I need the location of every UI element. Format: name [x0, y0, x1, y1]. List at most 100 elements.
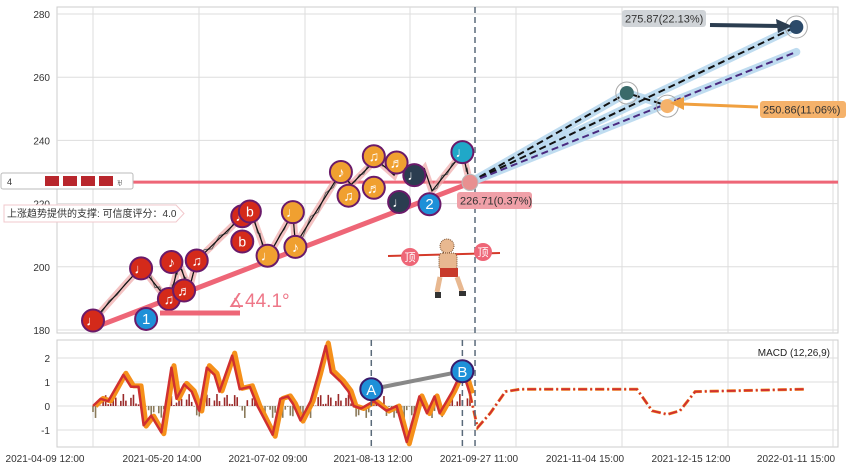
macd-histogram-bar [186, 400, 188, 406]
note-icon: b [238, 234, 246, 250]
pattern-legend: 4 ♅ [1, 173, 133, 189]
pattern-marker: b [239, 201, 261, 223]
macd-histogram-bar [125, 401, 127, 406]
macd-y-tick-label: 0 [44, 402, 50, 413]
macd-histogram-bar [133, 395, 135, 406]
macd-histogram-bar [272, 406, 274, 418]
pattern-marker: ♩ [282, 201, 304, 223]
note-icon: ♬ [177, 283, 191, 299]
macd-histogram-bar [345, 398, 347, 406]
macd-histogram-bar [193, 406, 195, 407]
target-point [660, 99, 674, 113]
pattern-marker: b [231, 231, 253, 253]
note-icon: ♫ [191, 252, 202, 268]
target-label: 226.71(0.37%) [460, 196, 532, 208]
macd-histogram-bar [148, 406, 150, 410]
macd-histogram-bar [269, 406, 271, 410]
x-tick-label: 2022-01-11 15:00 [757, 454, 836, 465]
macd-histogram-bar [457, 401, 459, 406]
pattern-marker: ♩ [130, 257, 152, 279]
macd-histogram-bar [244, 406, 246, 418]
wave-number: 1 [142, 311, 150, 328]
macd-histogram-bar [287, 406, 289, 407]
macd-histogram-bar [459, 394, 461, 406]
macd-histogram-bar [120, 401, 122, 406]
x-tick-label: 2021-04-09 12:00 [6, 454, 85, 465]
pattern-marker: 2 [418, 193, 440, 215]
divergence-label: B [457, 364, 467, 381]
macd-histogram-bar [388, 406, 390, 407]
x-tick-label: 2021-07-02 09:00 [229, 454, 308, 465]
x-axis-labels: 2021-04-09 12:00 2021-05-20 14:00 2021-07-… [6, 454, 836, 465]
note-icon: ♩ [286, 204, 300, 220]
macd-histogram-bar [247, 400, 249, 406]
macd-histogram-bar [290, 406, 292, 416]
pattern-marker: ♩ [82, 310, 104, 332]
x-tick-label: 2021-12-15 12:00 [652, 454, 731, 465]
note-icon: ♩ [86, 313, 100, 329]
target-point [789, 20, 803, 34]
macd-histogram-bar [173, 405, 175, 406]
support-tooltip-text: 上涨趋势提供的支撑: 可信度评分：4.0 [7, 207, 177, 220]
macd-histogram-bar [92, 406, 94, 412]
macd-y-tick-label: -1 [41, 426, 50, 437]
macd-histogram-bar [322, 404, 324, 406]
note-icon: ♫ [343, 188, 354, 204]
pattern-marker: ♫ [186, 249, 208, 271]
macd-histogram-bar [176, 403, 178, 406]
macd-histogram-bar [241, 406, 243, 411]
pattern-marker: ♩ [388, 191, 410, 213]
macd-histogram-bar [216, 394, 218, 406]
note-icon: ♩ [455, 144, 469, 160]
macd-histogram-bar [231, 404, 233, 406]
macd-histogram-bar [219, 401, 221, 406]
note-icon: ♩ [261, 248, 275, 264]
macd-histogram-bar [123, 394, 125, 406]
y-tick-label: 280 [33, 10, 50, 21]
macd-y-tick-label: 2 [44, 354, 50, 365]
macd-histogram-bar [229, 404, 231, 406]
note-icon: ♩ [407, 167, 421, 183]
macd-histogram-bar [130, 398, 132, 406]
macd-histogram-bar [408, 406, 410, 407]
macd-histogram-bar [138, 404, 140, 406]
macd-histogram-bar [411, 406, 413, 415]
macd-title: MACD (12,26,9) [758, 348, 830, 359]
note-icon: ♬ [367, 180, 381, 196]
target-point [620, 86, 634, 100]
x-tick-label: 2021-08-13 12:00 [334, 454, 413, 465]
note-icon: ♪ [168, 254, 175, 270]
y-tick-label: 260 [33, 73, 50, 84]
x-tick-label: 2021-05-20 14:00 [123, 454, 202, 465]
angle-label: ∡44.1° [228, 291, 290, 312]
candle-pattern-icon [99, 176, 113, 186]
target-label: 275.87(22.13%) [625, 14, 703, 26]
pattern-marker: ♩ [257, 245, 279, 267]
macd-histogram-bar [224, 397, 226, 406]
macd-histogram-bar [209, 398, 211, 406]
pattern-marker: ♪ [160, 251, 182, 273]
macd-histogram-bar [327, 395, 329, 406]
macd-histogram-bar [274, 406, 276, 413]
macd-histogram-bar [340, 401, 342, 406]
macd-histogram-bar [188, 394, 190, 406]
pattern-marker: ♫ [363, 145, 385, 167]
svg-text:顶: 顶 [405, 251, 416, 264]
target-label: 250.86(11.06%) [763, 105, 840, 117]
pattern-marker: ♪ [284, 236, 306, 258]
macd-histogram-bar [317, 397, 319, 406]
pattern-marker: ♫ [338, 185, 360, 207]
note-icon: ♪ [292, 239, 299, 255]
y-tick-label: 180 [33, 326, 50, 337]
note-icon: b [246, 204, 254, 220]
x-tick-label: 2021-09-27 11:00 [440, 454, 519, 465]
y-tick-label: 200 [33, 263, 50, 274]
wave-number: 2 [425, 196, 433, 213]
candle-pattern-icon: ♅ [116, 178, 124, 189]
x-tick-label: 2021-11-04 15:00 [546, 454, 625, 465]
macd-histogram-bar [467, 398, 469, 406]
pattern-marker: 1 [135, 308, 157, 330]
macd-histogram-bar [338, 394, 340, 406]
macd-y-tick-label: 1 [44, 378, 50, 389]
